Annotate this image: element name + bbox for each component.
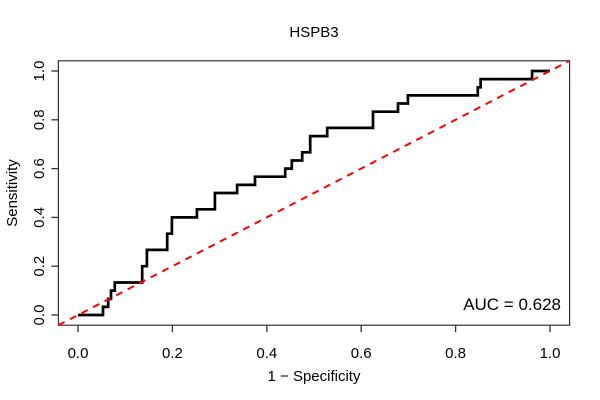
x-tick-label: 0.8 [445,345,466,362]
x-tick-label: 0.0 [68,345,89,362]
x-tick-label: 0.2 [162,345,183,362]
y-tick-label: 0.0 [31,305,48,326]
x-tick-label: 0.4 [256,345,277,362]
y-axis: 0.0 0.2 0.4 0.6 0.8 1.0 [31,61,59,326]
y-tick-label: 0.8 [31,109,48,130]
x-tick-label: 1.0 [540,345,561,362]
plot-border [57,60,571,326]
y-tick-label: 0.6 [31,158,48,179]
x-axis-title: 1 − Specificity [268,368,361,385]
x-axis: 0.0 0.2 0.4 0.6 0.8 1.0 [68,325,561,362]
y-tick-label: 0.2 [31,256,48,277]
series-group [57,59,571,327]
roc-curve-line [78,69,550,317]
x-tick-label: 0.6 [351,345,372,362]
chart-title: HSPB3 [289,24,338,41]
y-axis-title: Sensitivity [4,159,21,227]
auc-annotation: AUC = 0.628 [463,295,561,314]
y-tick-label: 1.0 [31,61,48,82]
y-tick-label: 0.4 [31,207,48,228]
chance-diagonal-line [57,59,571,327]
